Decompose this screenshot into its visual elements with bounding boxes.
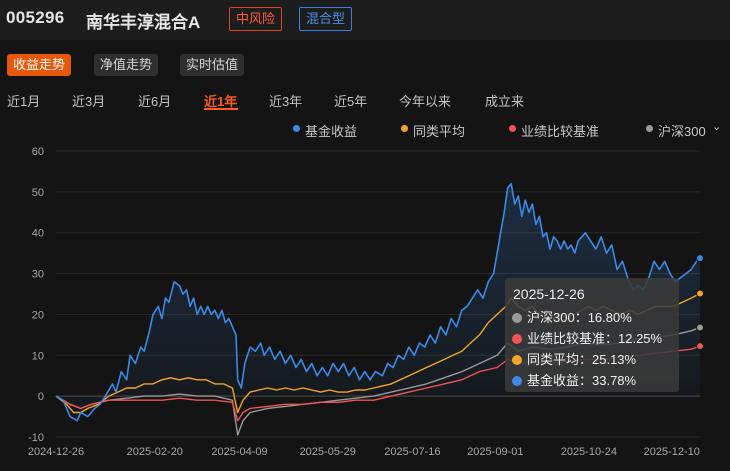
fund-code: 005296 xyxy=(6,8,65,27)
legend-dot-fund xyxy=(293,125,300,132)
legend-fund-return[interactable]: 基金收益 xyxy=(305,124,358,139)
fund-return-line xyxy=(55,182,701,422)
csi300-end-marker xyxy=(696,323,704,332)
benchmark-end-marker xyxy=(696,342,704,351)
tooltip-dot-benchmark xyxy=(512,334,522,344)
risk-badge: 中风险 xyxy=(229,7,283,31)
legend-csi300[interactable]: 沪深300 xyxy=(658,124,706,139)
type-badge: 混合型 xyxy=(299,7,353,31)
fund-header: 005296 南华丰淳混合A 中风险 混合型 xyxy=(0,0,730,40)
x-tick-label: 2025-10-24 xyxy=(561,446,617,458)
legend-dot-csi300 xyxy=(646,125,653,132)
tooltip-row-benchmark: 业绩比较基准：12.25% xyxy=(512,328,663,346)
x-tick-label: 2025-09-01 xyxy=(467,446,523,458)
x-tick-label: 2025-04-09 xyxy=(211,446,267,458)
y-tick-label: 40 xyxy=(32,228,44,240)
x-tick-label: 2025-05-29 xyxy=(300,446,356,458)
y-tick-label: 30 xyxy=(32,269,44,281)
tooltip-csi300-value: 沪深300：16.80% xyxy=(527,310,632,325)
chart-end-markers xyxy=(696,254,704,351)
tooltip-peer-value: 同类平均：25.13% xyxy=(527,352,637,367)
period-since-inception[interactable]: 成立来 xyxy=(485,94,525,109)
x-tick-label: 2024-12-26 xyxy=(28,446,84,458)
y-tick-label: 60 xyxy=(32,146,44,158)
legend-benchmark[interactable]: 业绩比较基准 xyxy=(521,124,600,139)
period-1m[interactable]: 近1月 xyxy=(7,94,41,109)
y-tick-label: -10 xyxy=(28,432,44,444)
tooltip-dot-peer xyxy=(512,355,522,365)
period-6m[interactable]: 近6月 xyxy=(138,94,172,109)
x-tick-label: 2025-02-20 xyxy=(127,446,183,458)
x-tick-label: 2025-07-16 xyxy=(384,446,440,458)
period-5y[interactable]: 近5年 xyxy=(334,94,368,109)
x-tick-label: 2025-12-10 xyxy=(644,446,700,458)
tab-realtime-estimate[interactable]: 实时估值 xyxy=(180,54,245,76)
peer-end-marker xyxy=(696,289,704,298)
tooltip-row-peer: 同类平均：25.13% xyxy=(512,349,637,367)
tooltip-row-csi300: 沪深300：16.80% xyxy=(512,307,632,325)
chart-tooltip: 2025-12-26 沪深300：16.80% 业绩比较基准：12.25% 同类… xyxy=(505,278,679,392)
y-tick-label: 0 xyxy=(38,391,44,403)
period-1y[interactable]: 近1年 xyxy=(204,94,238,109)
tooltip-dot-csi300 xyxy=(512,313,522,323)
y-tick-label: 50 xyxy=(32,187,44,199)
tooltip-benchmark-value: 业绩比较基准：12.25% xyxy=(527,331,663,346)
chevron-down-icon[interactable]: ⌄ xyxy=(712,121,722,133)
fund-name: 南华丰淳混合A xyxy=(86,13,201,32)
tab-nav-trend[interactable]: 净值走势 xyxy=(94,54,159,76)
legend-dot-benchmark xyxy=(509,125,516,132)
tooltip-fund-value: 基金收益：33.78% xyxy=(527,373,637,388)
chart-axes: -10 0 10 20 30 40 50 60 2024-12-26 2025-02-20 2025… xyxy=(28,146,700,458)
y-tick-label: 20 xyxy=(32,309,44,321)
fund-end-marker xyxy=(696,254,704,263)
active-period-underline xyxy=(204,108,238,110)
period-3y[interactable]: 近3年 xyxy=(269,94,303,109)
tooltip-date: 2025-12-26 xyxy=(513,286,585,302)
period-ytd[interactable]: 今年以来 xyxy=(399,94,452,109)
tooltip-row-fund: 基金收益：33.78% xyxy=(512,370,637,388)
tab-return-trend[interactable]: 收益走势 xyxy=(7,54,72,76)
period-3m[interactable]: 近3月 xyxy=(72,94,106,109)
legend-peer-average[interactable]: 同类平均 xyxy=(413,124,466,139)
legend-dot-peer xyxy=(401,125,408,132)
y-tick-label: 10 xyxy=(32,350,44,362)
tooltip-dot-fund xyxy=(512,376,522,386)
